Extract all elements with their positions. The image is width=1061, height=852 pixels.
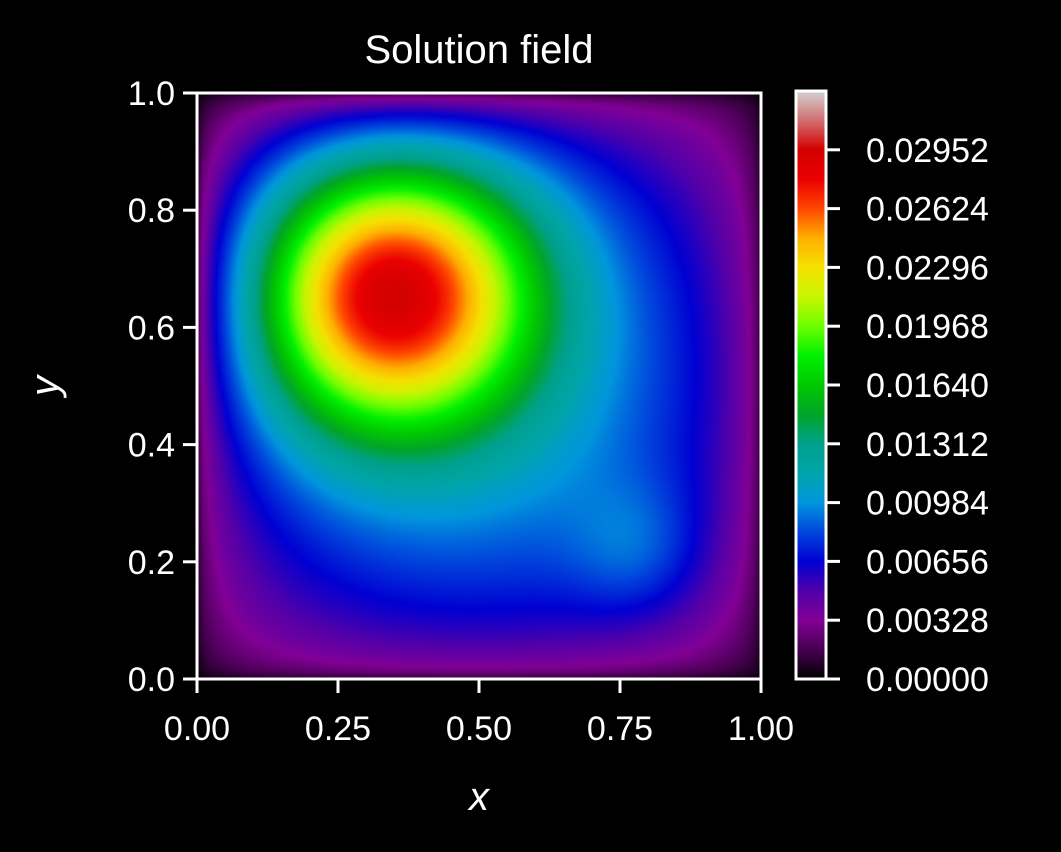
y-tick-label: 0.8 (128, 192, 175, 230)
y-axis-label: y (23, 373, 67, 399)
x-axis-label: x (467, 775, 491, 819)
x-tick-label: 0.75 (587, 710, 653, 748)
chart-title: Solution field (364, 28, 593, 72)
colorbar-tick-label: 0.02296 (866, 249, 989, 287)
colorbar-tick-label: 0.00984 (866, 485, 989, 523)
x-tick-label: 0.00 (164, 710, 230, 748)
colorbar: 0.00000 0.00328 0.00656 0.00984 0.01312 0.016… (794, 89, 989, 699)
y-axis: 0.0 0.2 0.4 0.6 0.8 1.0 (128, 75, 197, 699)
colorbar-tick-label: 0.02952 (866, 132, 989, 170)
y-tick-label: 1.0 (128, 75, 175, 113)
y-tick-label: 0.2 (128, 544, 175, 582)
x-tick-label: 0.25 (305, 710, 371, 748)
y-tick-label: 0.0 (128, 661, 175, 699)
x-tick-label: 0.50 (446, 710, 512, 748)
x-tick-label: 1.00 (728, 710, 794, 748)
colorbar-ticks: 0.00000 0.00328 0.00656 0.00984 0.01312 0.016… (826, 132, 989, 699)
colorbar-tick-label: 0.01640 (866, 367, 989, 405)
y-tick-label: 0.4 (128, 427, 175, 465)
heatmap-field (197, 93, 761, 679)
colorbar-tick-label: 0.02624 (866, 191, 989, 229)
colorbar-tick-label: 0.00000 (866, 661, 989, 699)
colorbar-tick-label: 0.00328 (866, 602, 989, 640)
colorbar-tick-label: 0.01968 (866, 308, 989, 346)
heatmap-image (197, 93, 761, 679)
colorbar-tick-label: 0.00656 (866, 543, 989, 581)
x-axis: 0.00 0.25 0.50 0.75 1.00 (164, 679, 794, 748)
y-tick-label: 0.6 (128, 309, 175, 347)
colorbar-bar (794, 89, 828, 681)
colorbar-tick-label: 0.01312 (866, 426, 989, 464)
